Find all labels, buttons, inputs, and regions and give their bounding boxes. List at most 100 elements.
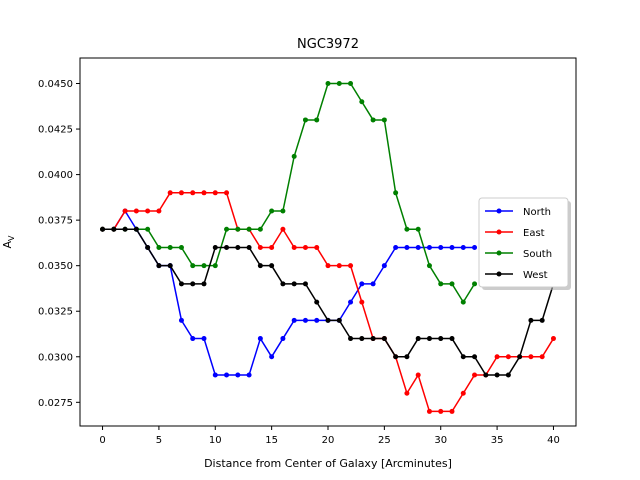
data-point-east <box>201 190 207 196</box>
data-point-west <box>415 336 421 342</box>
legend-label-west: West <box>523 270 548 281</box>
data-point-south <box>156 244 162 250</box>
data-point-west <box>100 226 106 232</box>
data-point-east <box>494 354 500 360</box>
data-point-south <box>167 244 173 250</box>
x-tick-label: 35 <box>491 435 504 446</box>
data-point-west <box>348 336 354 342</box>
data-point-east <box>122 208 128 214</box>
x-tick-label: 30 <box>434 435 447 446</box>
data-point-south <box>426 263 432 269</box>
data-point-south <box>280 208 286 214</box>
series-line-north <box>102 209 475 376</box>
y-tick-label: 0.0275 <box>38 398 73 409</box>
data-point-south <box>145 226 151 232</box>
data-point-north <box>235 372 241 378</box>
data-point-south <box>224 226 230 232</box>
data-point-north <box>314 317 320 323</box>
data-point-south <box>449 281 455 287</box>
data-point-south <box>370 117 376 123</box>
data-point-west <box>212 244 218 250</box>
y-tick-label: 0.0300 <box>38 352 73 363</box>
data-point-north <box>415 244 421 250</box>
data-point-east <box>257 244 263 250</box>
y-tick-label: 0.0375 <box>38 216 73 227</box>
data-point-west <box>505 372 511 378</box>
data-point-north <box>201 336 207 342</box>
legend-box <box>478 197 569 288</box>
legend: North East South West <box>478 197 571 290</box>
data-point-north <box>291 317 297 323</box>
legend-label-south: South <box>523 249 552 260</box>
data-point-west <box>257 263 263 269</box>
data-point-west <box>314 299 320 305</box>
data-point-west <box>426 336 432 342</box>
data-point-east <box>280 226 286 232</box>
data-point-east <box>336 263 342 269</box>
data-point-north <box>302 317 308 323</box>
series-line-south <box>102 82 476 304</box>
data-point-east <box>178 190 184 196</box>
data-point-west <box>393 354 399 360</box>
data-point-east <box>167 190 173 196</box>
legend-label-north: North <box>523 207 551 218</box>
data-point-south <box>291 153 297 159</box>
data-point-north <box>348 299 354 305</box>
data-point-south <box>472 281 478 287</box>
data-point-north <box>370 281 376 287</box>
data-point-west <box>370 336 376 342</box>
data-point-south <box>359 99 365 105</box>
data-point-south <box>460 299 466 305</box>
data-point-north <box>393 244 399 250</box>
data-point-south <box>393 190 399 196</box>
svg-text:AV: AV <box>1 235 16 249</box>
data-point-west <box>111 226 117 232</box>
data-point-east <box>145 208 151 214</box>
data-point-south <box>190 263 196 269</box>
data-point-west <box>122 226 128 232</box>
data-point-east <box>438 408 444 414</box>
x-tick-label: 25 <box>378 435 391 446</box>
data-point-east <box>302 244 308 250</box>
data-point-west <box>224 244 230 250</box>
data-point-west <box>246 244 252 250</box>
data-point-north <box>269 354 275 360</box>
data-point-west <box>167 263 173 269</box>
data-point-west <box>235 244 241 250</box>
y-axis-label-group: AV <box>1 235 16 249</box>
data-point-north <box>438 244 444 250</box>
x-tick-label: 15 <box>265 435 278 446</box>
data-point-west <box>269 263 275 269</box>
data-point-south <box>178 244 184 250</box>
data-point-east <box>539 354 545 360</box>
y-tick-label: 0.0325 <box>38 307 73 318</box>
x-axis: 0 5 10 15 20 25 30 35 40 <box>99 426 560 446</box>
x-tick-label: 5 <box>156 435 162 446</box>
y-tick-label: 0.0450 <box>38 79 73 90</box>
data-point-north <box>246 372 252 378</box>
data-point-west <box>404 354 410 360</box>
data-point-east <box>156 208 162 214</box>
x-tick-label: 40 <box>547 435 560 446</box>
data-point-east <box>224 190 230 196</box>
data-point-south <box>348 81 354 87</box>
data-point-south <box>246 226 252 232</box>
data-point-west <box>483 372 489 378</box>
y-tick-label: 0.0425 <box>38 125 73 136</box>
data-point-west <box>539 317 545 323</box>
y-axis: 0.0275 0.0300 0.0325 0.0350 0.0375 0.0400 0.04… <box>38 79 80 409</box>
data-point-west <box>190 281 196 287</box>
data-point-south <box>302 117 308 123</box>
data-point-east <box>449 408 455 414</box>
data-point-east <box>212 190 218 196</box>
data-point-south <box>381 117 387 123</box>
data-point-west <box>460 354 466 360</box>
data-point-west <box>201 281 207 287</box>
data-point-west <box>517 354 523 360</box>
data-point-south <box>404 226 410 232</box>
x-tick-label: 10 <box>209 435 222 446</box>
data-point-north <box>224 372 230 378</box>
data-point-west <box>133 226 139 232</box>
data-point-west <box>336 317 342 323</box>
data-point-west <box>145 244 151 250</box>
